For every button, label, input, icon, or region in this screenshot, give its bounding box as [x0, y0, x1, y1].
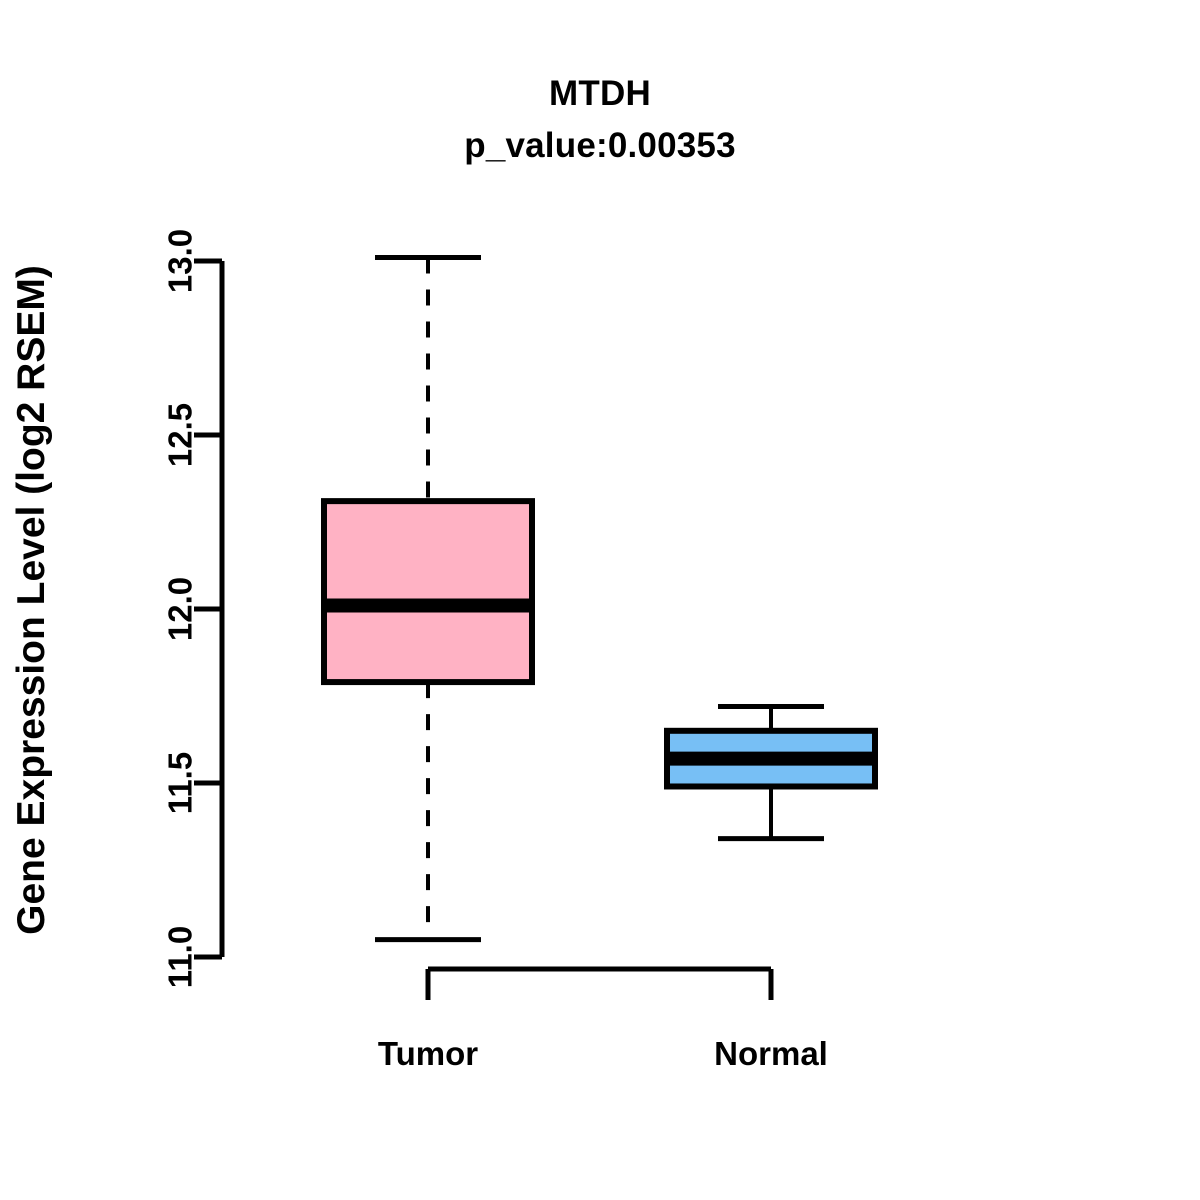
x-axis	[425, 966, 774, 1000]
y-axis: 11.0 11.5 12.0 12.5 13.0	[162, 229, 225, 988]
y-axis-title: Gene Expression Level (log2 RSEM)	[10, 265, 53, 935]
box-series-group	[321, 255, 878, 943]
y-axis-tick-label: 12.0	[162, 577, 199, 641]
box-rect	[321, 498, 535, 686]
y-axis-tick-label: 13.0	[162, 229, 199, 293]
x-axis-category-labels: Tumor Normal	[378, 1035, 828, 1072]
x-axis-category-label-tumor: Tumor	[378, 1035, 478, 1072]
x-axis-category-label-normal: Normal	[714, 1035, 828, 1072]
y-axis-tick-label: 11.0	[162, 926, 199, 988]
chart-title: MTDH	[549, 74, 651, 113]
y-axis-tick-label: 12.5	[162, 403, 199, 467]
box-normal	[664, 703, 878, 842]
y-axis-tick-label: 11.5	[162, 752, 199, 814]
chart-subtitle-pvalue: p_value:0.00353	[464, 126, 736, 165]
box-tumor	[321, 255, 535, 943]
